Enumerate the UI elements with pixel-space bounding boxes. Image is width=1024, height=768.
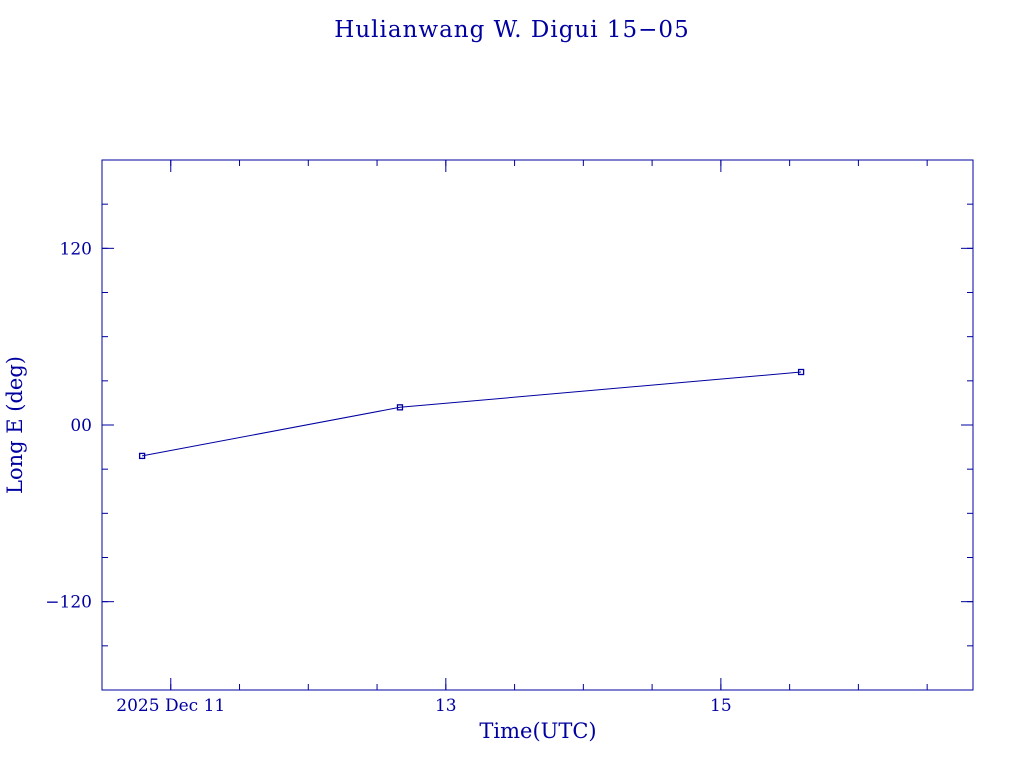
- x-tick-label: 15: [710, 696, 732, 716]
- x-axis: 2025 Dec 11 13 15: [101, 160, 928, 716]
- data-point: [396, 404, 404, 411]
- chart-title: Hulianwang W. Digui 15−05: [334, 17, 689, 43]
- x-tick-label: 2025 Dec 11: [116, 696, 225, 716]
- data-point: [797, 368, 805, 376]
- x-axis-label: Time(UTC): [479, 719, 596, 743]
- data-point: [138, 452, 146, 460]
- y-tick-label: −120: [45, 593, 92, 613]
- y-tick-label: 00: [70, 416, 92, 436]
- plot-frame: [101, 159, 974, 691]
- y-tick-label: 120: [60, 239, 92, 259]
- x-tick-label: 13: [435, 696, 457, 716]
- series-line: [142, 371, 802, 457]
- y-axis-label: Long E (deg): [3, 356, 27, 494]
- y-axis: 120 00 −120: [45, 203, 973, 647]
- series-layer: [138, 368, 805, 460]
